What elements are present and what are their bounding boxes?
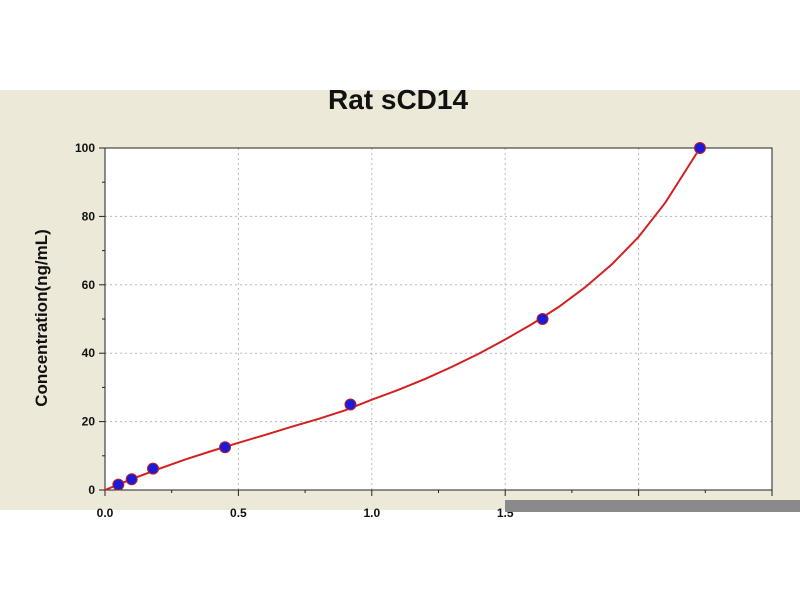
data-point: [219, 441, 232, 454]
y-tick-label: 40: [82, 346, 96, 360]
data-point: [536, 313, 549, 325]
data-point: [344, 398, 357, 411]
plot-background: [105, 148, 772, 490]
y-tick-label: 20: [82, 415, 96, 429]
x-tick-label: 0.5: [230, 506, 247, 520]
fit-curve: [104, 147, 701, 491]
y-tick-label: 80: [82, 209, 96, 223]
y-tick-label: 60: [82, 278, 96, 292]
y-tick-label: 0: [88, 483, 95, 497]
data-point: [125, 473, 138, 486]
data-point: [147, 462, 160, 475]
chart-title: Rat sCD14: [327, 84, 469, 115]
x-tick-label: 0.0: [97, 506, 114, 520]
y-tick-label: 100: [75, 141, 95, 155]
data-point: [112, 478, 125, 491]
bottom-bar: [505, 500, 800, 512]
data-point: [693, 142, 706, 154]
x-tick-label: 1.0: [363, 506, 380, 520]
